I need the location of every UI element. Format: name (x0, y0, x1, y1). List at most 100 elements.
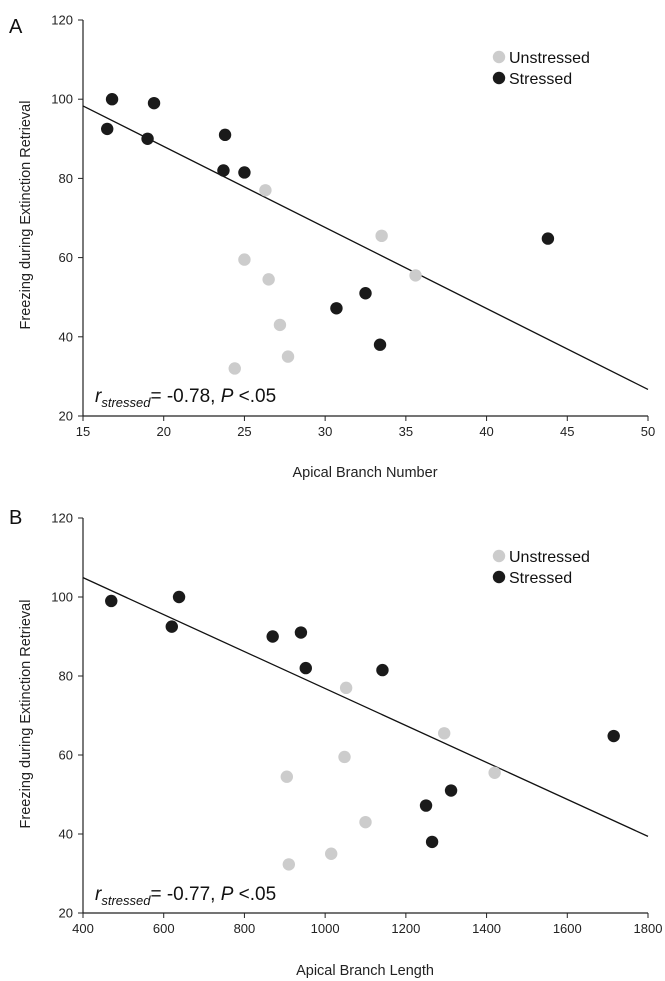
point-stressed (541, 232, 555, 245)
point-stressed (105, 93, 119, 106)
x-tick-label: 600 (153, 921, 175, 936)
point-unstressed (375, 229, 388, 243)
point-unstressed (238, 253, 251, 266)
annotation-subscript: stressed (101, 893, 151, 908)
x-tick-label: 15 (76, 424, 90, 439)
point-unstressed (437, 727, 451, 740)
annotation-value: = -0.77, (150, 884, 220, 905)
legend-label-unstressed: Unstressed (509, 549, 590, 566)
legend-marker-unstressed (492, 50, 506, 64)
x-tick-label: 40 (479, 424, 493, 439)
point-unstressed (338, 750, 351, 764)
x-tick-label: 45 (560, 424, 574, 439)
x-tick-label: 1400 (472, 921, 501, 936)
point-stressed (607, 729, 620, 743)
point-stressed (444, 784, 458, 797)
x-axis-title: Apical Branch Number (292, 465, 437, 481)
point-unstressed (409, 269, 422, 282)
panel-b: B Freezing during Extinction Retrieval A… (9, 507, 662, 979)
regression-line-group (82, 577, 649, 837)
point-stressed (419, 799, 433, 812)
legend-marker-stressed (492, 570, 506, 584)
correlation-annotation: rstressed= -0.78, P <.05 (95, 386, 276, 410)
point-stressed (330, 302, 343, 315)
panel-label: B (9, 507, 22, 529)
point-stressed (373, 338, 387, 351)
data-points (101, 93, 555, 375)
y-tick-label: 120 (51, 511, 73, 526)
annotation-p: P (221, 884, 234, 905)
annotation-p: P (221, 386, 234, 407)
point-stressed (105, 594, 118, 608)
point-unstressed (282, 858, 296, 871)
point-stressed (147, 96, 161, 110)
panel-label: A (9, 16, 23, 38)
point-unstressed (324, 847, 338, 860)
legend: Unstressed Stressed (492, 50, 590, 88)
y-axis-title: Freezing during Extinction Retrieval (18, 101, 34, 330)
point-stressed (294, 626, 308, 639)
regression-line-group (82, 105, 649, 391)
legend: Unstressed Stressed (492, 549, 590, 587)
point-stressed (141, 132, 154, 145)
regression-line (82, 577, 649, 837)
x-tick-label: 1600 (553, 921, 582, 936)
point-stressed (101, 122, 114, 136)
point-stressed (218, 128, 232, 142)
y-tick-label: 20 (59, 906, 73, 921)
point-stressed (359, 287, 372, 300)
correlation-annotation: rstressed= -0.77, P <.05 (95, 884, 276, 908)
point-stressed (299, 661, 312, 675)
x-tick-label: 1000 (311, 921, 340, 936)
y-tick-label: 40 (59, 827, 73, 842)
x-tick-label: 800 (234, 921, 256, 936)
point-stressed (238, 166, 251, 179)
y-tick-label: 60 (59, 748, 73, 763)
y-tick-label: 80 (59, 171, 73, 186)
data-points (105, 590, 620, 871)
annotation-subscript: stressed (101, 395, 151, 410)
x-axis-title: Apical Branch Length (296, 963, 434, 979)
x-tick-label: 400 (72, 921, 94, 936)
x-tick-label: 1200 (391, 921, 420, 936)
y-tick-label: 100 (51, 92, 73, 107)
axes: 400 600 800 1000 1200 1400 1600 1800 20 40 60 80 100… (51, 511, 662, 937)
regression-line (82, 105, 649, 391)
point-unstressed (339, 681, 353, 695)
legend-label-stressed: Stressed (509, 71, 572, 88)
point-unstressed (359, 815, 372, 829)
x-tick-label: 25 (237, 424, 251, 439)
point-unstressed (488, 766, 501, 779)
point-unstressed (262, 273, 275, 286)
annotation-r: r (95, 884, 102, 905)
annotation-value: = -0.78, (150, 386, 220, 407)
point-unstressed (273, 318, 287, 332)
y-tick-label: 120 (51, 13, 73, 28)
y-axis-title: Freezing during Extinction Retrieval (18, 600, 34, 829)
point-unstressed (280, 770, 294, 783)
legend-label-unstressed: Unstressed (509, 50, 590, 67)
point-stressed (165, 620, 178, 633)
legend-marker-unstressed (492, 549, 506, 563)
point-stressed (425, 835, 439, 849)
point-unstressed (281, 350, 295, 363)
y-tick-label: 20 (59, 409, 73, 424)
x-tick-label: 20 (156, 424, 170, 439)
point-stressed (217, 164, 230, 177)
point-stressed (266, 630, 279, 643)
x-tick-label: 30 (318, 424, 332, 439)
legend-marker-stressed (492, 71, 506, 85)
point-stressed (172, 590, 186, 604)
x-tick-label: 35 (399, 424, 413, 439)
point-unstressed (228, 362, 241, 375)
annotation-threshold: <.05 (233, 386, 276, 407)
point-stressed (376, 663, 389, 677)
annotation-r: r (95, 386, 102, 407)
legend-label-stressed: Stressed (509, 570, 572, 587)
panel-a: A Freezing during Extinction Retrieval A… (9, 13, 655, 482)
y-tick-label: 60 (59, 250, 73, 265)
x-tick-label: 50 (641, 424, 655, 439)
y-tick-label: 80 (59, 669, 73, 684)
